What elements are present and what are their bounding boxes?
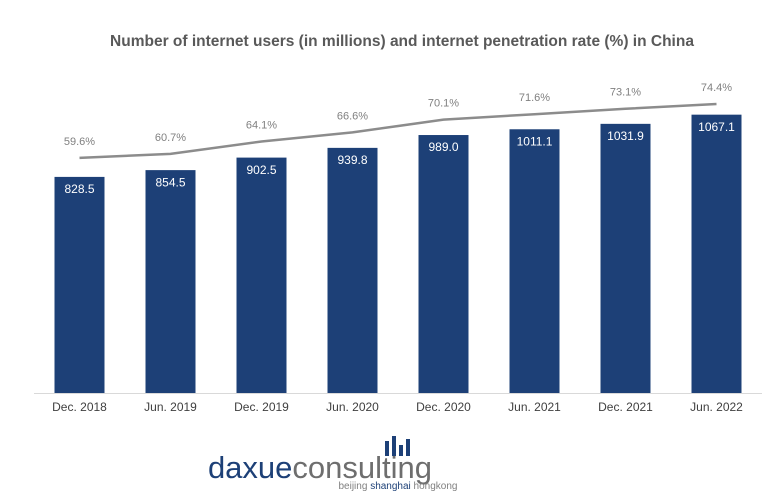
bar-value-label: 1067.1 [698,120,735,134]
line-value-label: 71.6% [519,92,550,104]
x-tick-label: Dec. 2021 [598,400,653,414]
logo-icon [385,441,389,456]
x-tick-label: Dec. 2020 [416,400,471,414]
bar-value-label: 1031.9 [607,129,644,143]
x-tick-label: Jun. 2021 [508,400,561,414]
bar [236,157,287,393]
bar [509,129,560,393]
bar-value-label: 939.8 [337,153,367,167]
logo-tagline: beijing shanghai hongkong [338,481,457,492]
logo-text-a: daxue [208,450,292,485]
bar-value-label: 989.0 [428,140,458,154]
line [79,102,717,160]
line-value-label: 59.6% [64,136,95,148]
line-value-label: 73.1% [610,87,641,99]
x-tick-label: Jun. 2019 [144,400,197,414]
line-value-label: 70.1% [428,98,459,110]
bar [418,135,469,393]
x-tick-label: Dec. 2018 [52,400,107,414]
logo: daxueconsulting beijing shanghai hongkon… [208,436,458,492]
bar [327,147,378,393]
bar-value-label: 902.5 [246,163,276,177]
logo-text: daxueconsulting [208,450,432,485]
logo-icon [399,445,403,456]
x-tick-label: Jun. 2020 [326,400,379,414]
tagline-c: hongkong [411,481,458,492]
bar [145,170,196,393]
logo-text-b: consulting [292,450,432,485]
bar-value-label: 828.5 [64,182,94,196]
logo-icon [392,436,396,456]
tagline-a: beijing [338,481,370,492]
tagline-b: shanghai [370,481,411,492]
logo-icon [406,439,410,456]
line-value-label: 74.4% [701,82,732,94]
bar [54,176,105,393]
line-value-label: 66.6% [337,110,368,122]
line-value-label: 60.7% [155,132,186,144]
chart-title: Number of internet users (in millions) a… [110,33,694,50]
x-tick-label: Jun. 2022 [690,400,743,414]
x-tick-label: Dec. 2019 [234,400,289,414]
bar-value-label: 1011.1 [517,134,553,148]
bar-value-label: 854.5 [155,175,185,189]
bar [600,123,651,394]
bar [691,114,742,394]
line-value-label: 64.1% [246,119,277,131]
